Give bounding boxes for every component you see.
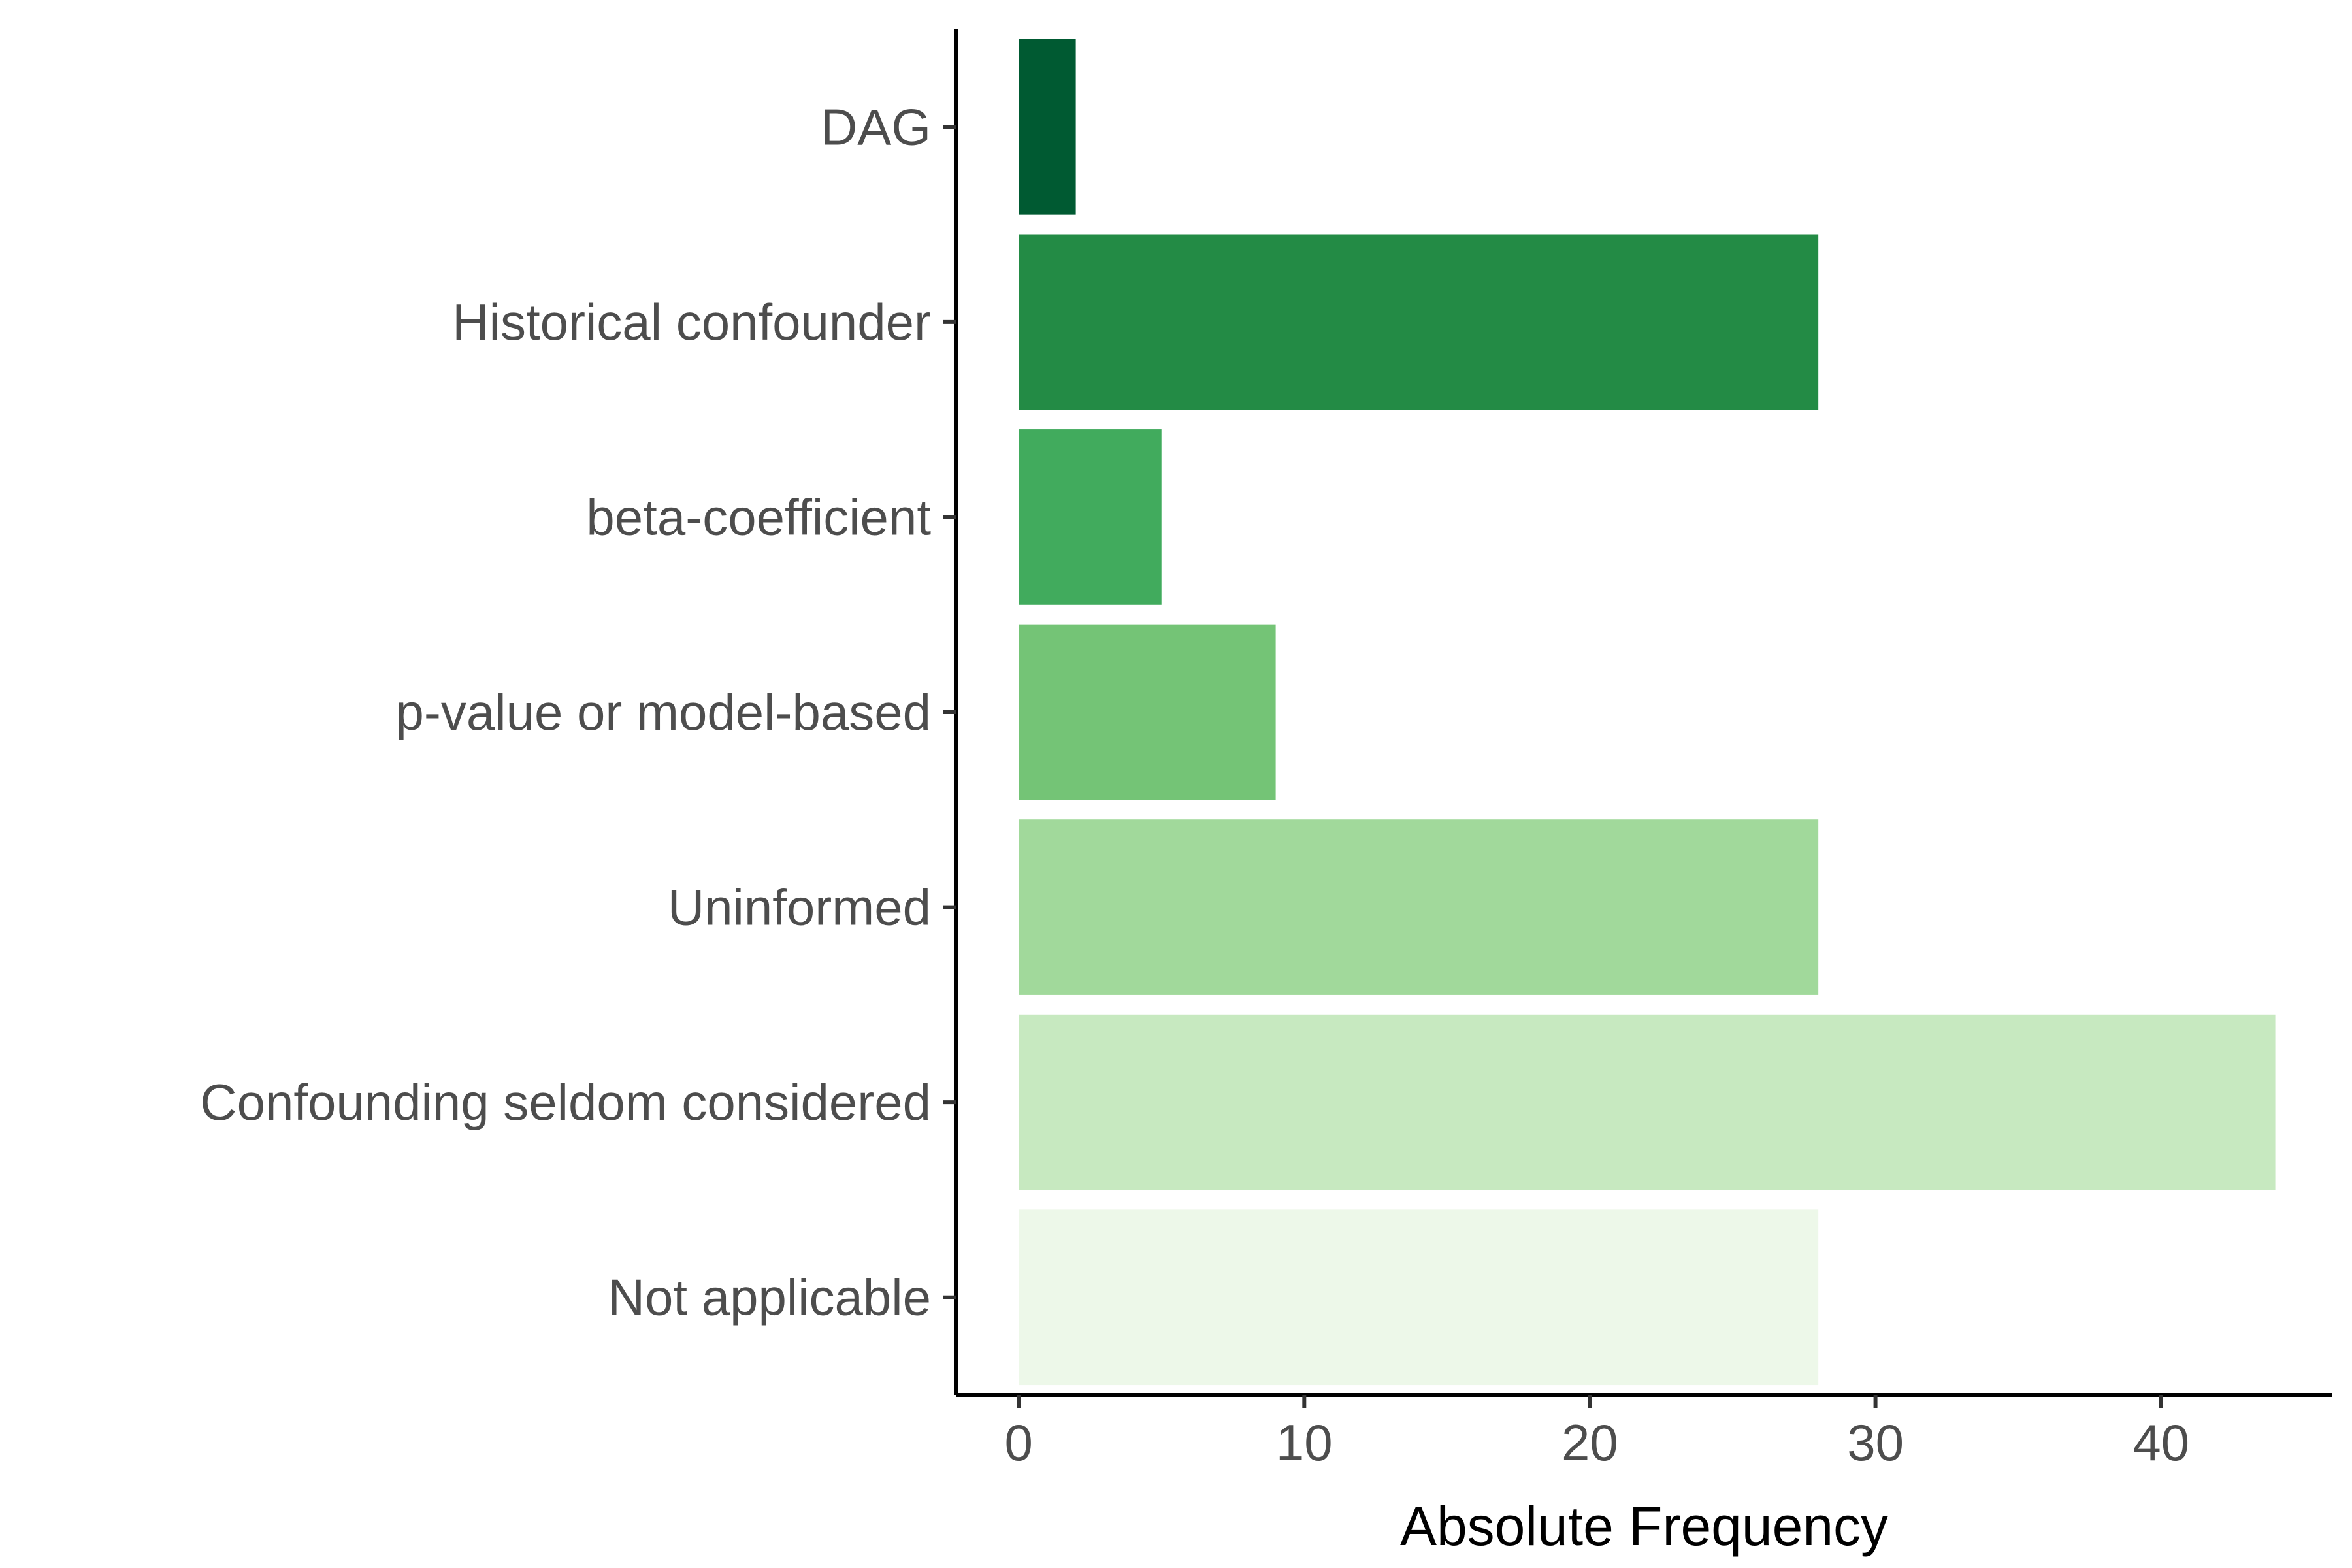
bar-1 <box>1019 39 1076 215</box>
bars <box>1019 39 2276 1386</box>
bar-5 <box>1019 819 1819 995</box>
x-tick-labels: 0 10 20 30 40 <box>1004 1414 2189 1471</box>
x-axis <box>956 1393 2332 1408</box>
bar-4 <box>1019 624 1276 800</box>
category-label: beta-coefficient <box>586 488 931 546</box>
x-tick-label: 20 <box>1561 1414 1618 1471</box>
bar-6 <box>1019 1014 2276 1190</box>
x-tick-label: 10 <box>1276 1414 1333 1471</box>
category-label: DAG <box>821 98 931 155</box>
category-label: Uninformed <box>668 879 931 936</box>
category-label: Historical confounder <box>452 293 931 351</box>
x-axis-title: Absolute Frequency <box>1400 1495 1888 1557</box>
category-label: Confounding seldom considered <box>200 1073 931 1131</box>
x-tick-label: 40 <box>2132 1414 2189 1471</box>
bar-7 <box>1019 1209 1819 1386</box>
y-axis <box>943 29 958 1395</box>
bar-2 <box>1019 234 1819 410</box>
category-label: p-value or model-based <box>396 683 931 741</box>
bar-3 <box>1019 429 1162 605</box>
category-label: Not applicable <box>608 1269 931 1326</box>
x-tick-label: 0 <box>1004 1414 1032 1471</box>
category-labels: DAG Historical confounder beta-coefficient… <box>200 98 931 1326</box>
x-tick-label: 30 <box>1847 1414 1904 1471</box>
